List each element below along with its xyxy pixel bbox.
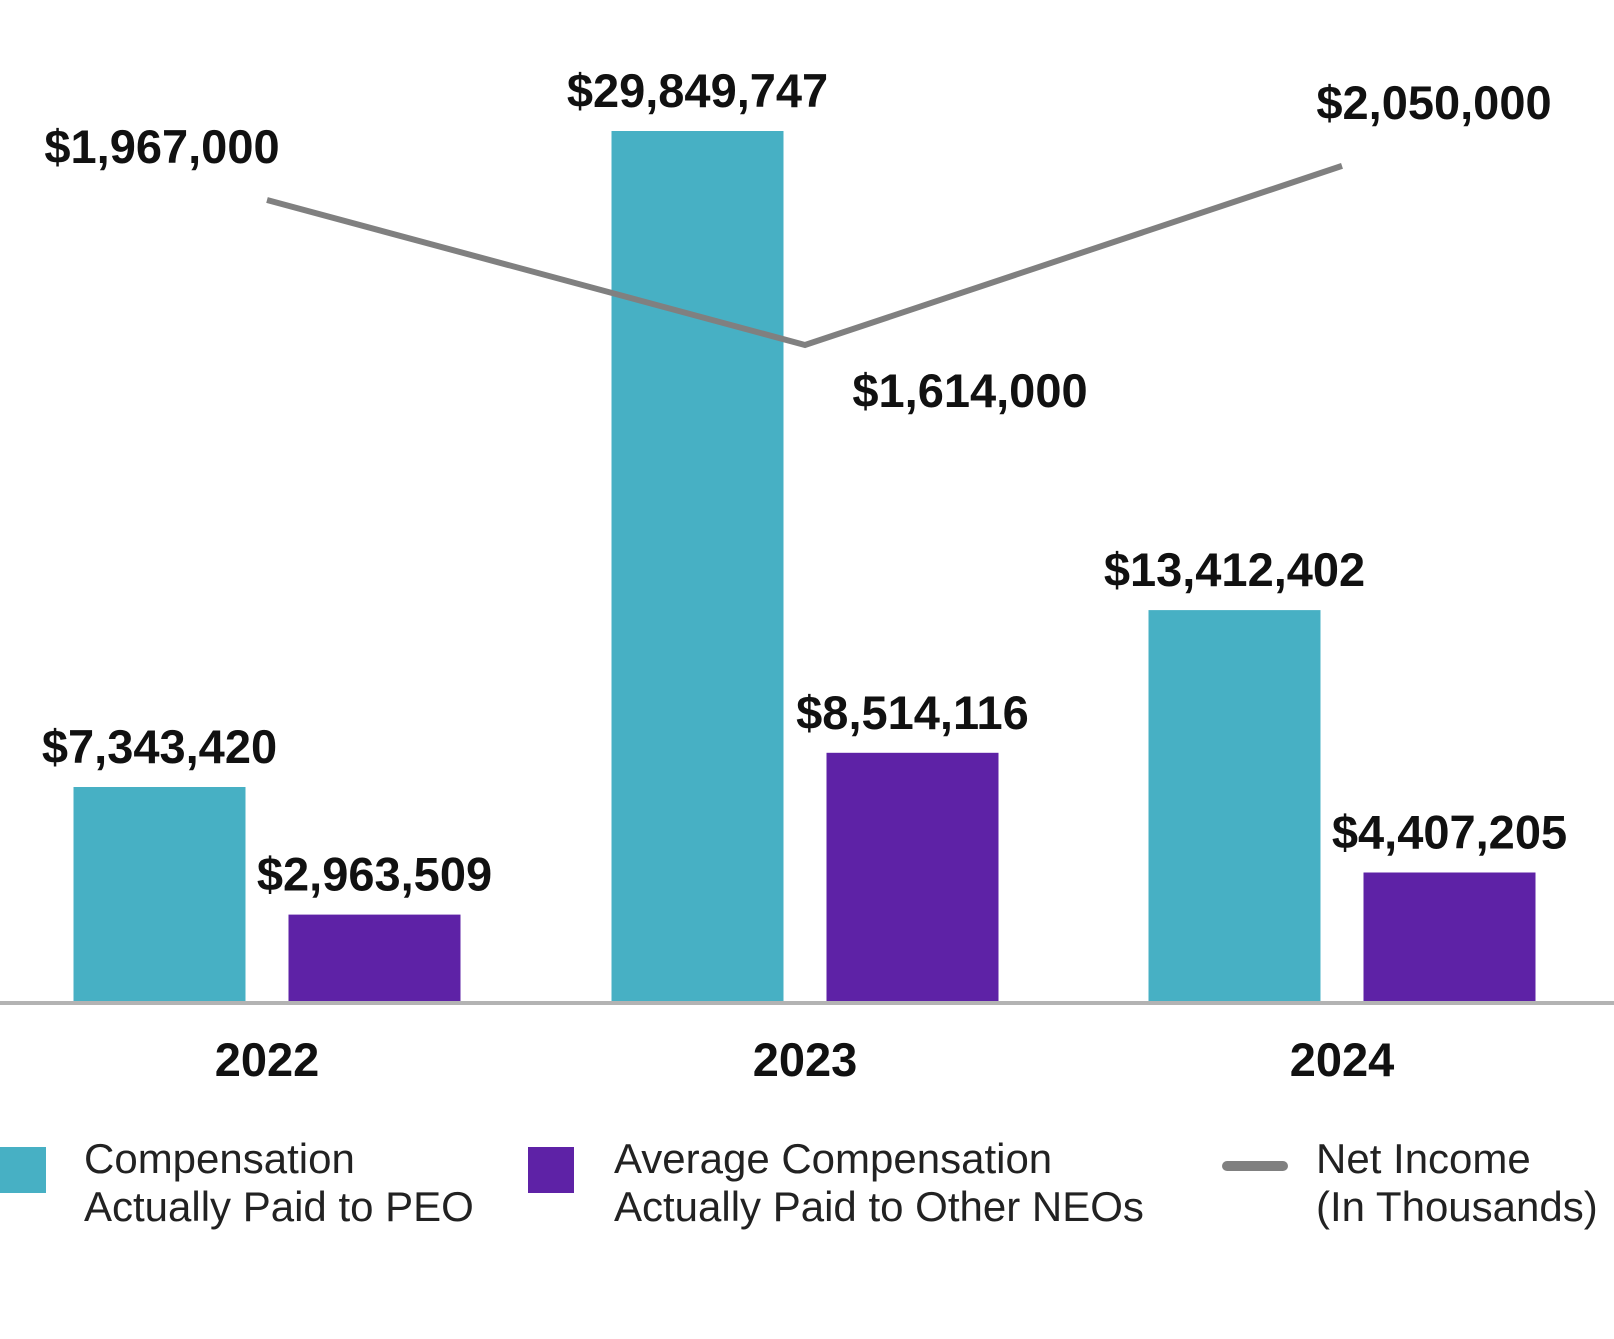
legend-label-net-income-line2: (In Thousands) [1316, 1183, 1598, 1230]
legend-label-peo-line1: Compensation [84, 1135, 355, 1182]
bar-peo-2024 [1148, 610, 1321, 1001]
legend-label-net-income: Net Income (In Thousands) [1316, 1135, 1598, 1231]
x-tick-label-2022: 2022 [215, 1033, 320, 1086]
data-label-net-income-2023: $1,614,000 [852, 364, 1087, 417]
legend-line-net-income [1222, 1161, 1288, 1171]
data-label-peo-2022: $7,343,420 [42, 720, 277, 773]
data-label-other-neos-2022: $2,963,509 [257, 848, 492, 901]
legend-swatch-peo [0, 1147, 46, 1193]
data-label-net-income-2022: $1,967,000 [44, 120, 279, 173]
net-income-line [266, 163, 1343, 349]
bars-layer [73, 131, 1536, 1001]
data-label-other-neos-2023: $8,514,116 [796, 686, 1029, 739]
data-label-other-neos-2024: $4,407,205 [1332, 806, 1567, 859]
labels-layer: $7,343,420 $2,963,509 2022 $29,849,747 $8,51… [42, 64, 1567, 1086]
legend-label-peo-line2: Actually Paid to PEO [84, 1183, 474, 1230]
legend-swatch-other-neos [528, 1147, 574, 1193]
data-label-net-income-2024: $2,050,000 [1316, 76, 1551, 129]
x-tick-label-2024: 2024 [1290, 1033, 1395, 1086]
net-income-line-layer [266, 163, 1343, 349]
legend-label-other-neos-line2: Actually Paid to Other NEOs [614, 1183, 1144, 1230]
x-tick-label-2023: 2023 [753, 1033, 858, 1086]
legend-label-peo: Compensation Actually Paid to PEO [84, 1135, 474, 1231]
data-label-peo-2023: $29,849,747 [567, 64, 828, 117]
data-label-peo-2024: $13,412,402 [1104, 543, 1365, 596]
legend-label-net-income-line1: Net Income [1316, 1135, 1531, 1182]
legend: Compensation Actually Paid to PEO Averag… [0, 1135, 1614, 1245]
legend-label-other-neos: Average Compensation Actually Paid to Ot… [614, 1135, 1144, 1231]
bar-peo-2022 [73, 787, 246, 1001]
bar-other-neos-2024 [1363, 872, 1536, 1001]
bar-other-neos-2023 [826, 752, 999, 1001]
legend-label-other-neos-line1: Average Compensation [614, 1135, 1053, 1182]
bar-peo-2023 [611, 131, 784, 1001]
bar-other-neos-2022 [288, 914, 461, 1001]
